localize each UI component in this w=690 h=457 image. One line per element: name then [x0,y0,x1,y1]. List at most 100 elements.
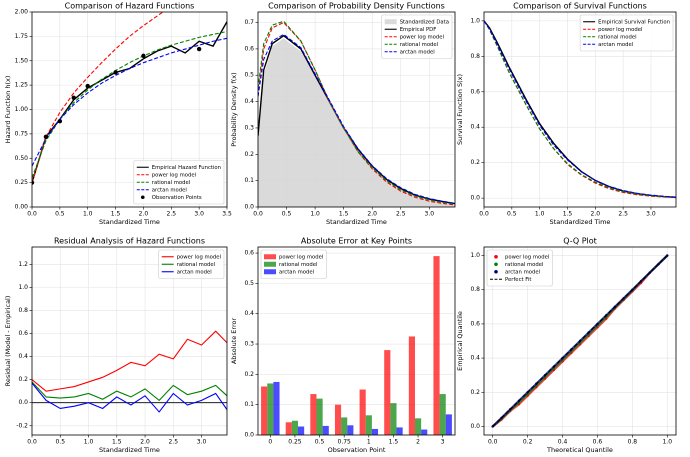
legend-swatch [494,262,498,267]
x-tick-label: 1.0 [662,439,672,446]
x-tick-label: 0.5 [507,211,517,218]
line [32,30,227,178]
bar [439,394,446,435]
y-tick-label: 0.4 [470,124,480,131]
legend-label: Standardized Data [400,19,449,25]
x-tick-label: 3.5 [222,211,232,218]
legend-box [381,14,453,59]
y-tick-label: 0.5 [244,280,254,287]
x-tick-label: 0 [268,439,272,446]
axes-frame [31,246,228,436]
y-tick-label: 2.00 [15,9,29,16]
y-tick-label: 0.3 [244,341,254,348]
axes-frame [257,246,456,436]
x-tick-label: 3.0 [425,211,435,218]
x-tick-label: 0.0 [253,211,263,218]
y-tick-label: 0.1 [244,177,254,184]
bar [347,425,354,435]
bar [414,418,422,435]
line [32,330,227,392]
bar [384,350,391,435]
y-tick-label: 1.0 [470,252,480,259]
legend-item: arctan model [264,269,314,275]
legend-item: power log model [161,254,221,260]
y-axis-label: Residual (Model - Empirical) [4,296,12,387]
legend-label: rational model [152,180,190,186]
y-tick-label: 1.00 [15,106,29,113]
x-tick-label: 3 [441,439,445,446]
y-axis-label: Hazard Function h(x) [4,76,12,144]
x-axis-label: Standardized Time [326,218,387,226]
area [258,38,455,207]
x-tick-label: 2.0 [367,211,377,218]
legend-label: rational model [279,262,317,268]
bar [408,336,415,435]
legend-label: power log model [598,27,642,33]
line [258,21,455,206]
legend-item: power log model [136,172,196,178]
y-tick-label: 0.4 [470,355,480,362]
y-tick-label: 0.2 [470,389,480,396]
panel: -0.2 0.0 0.2 0.4 0.6 0.8 1.0 1.2 0.0 0.5 1.0 1.5 2.0… [4,237,228,454]
axes-frame [483,246,677,436]
x-axis-label: Standardized Time [99,218,160,226]
legend-item: power log model [583,27,642,33]
legend-item: Empirical Survival Function [583,19,670,25]
y-tick-label: 1.50 [15,57,29,64]
bar [322,425,329,435]
y-tick-label: 0.6 [470,88,480,95]
panel: 0.0 0.1 0.2 0.3 0.4 0.5 0.6 0 0.25 0.5 0.75 1 1.5 2 3 A… [230,237,456,454]
legend-item: rational model [264,261,317,268]
legend-item: Empirical Hazard Function [136,165,221,171]
legend-box [579,14,674,52]
bar [359,389,366,435]
legend-item: Standardized Data [384,19,449,25]
legend-swatch [264,254,276,260]
x-tick-label: 0.4 [558,439,568,446]
legend-item: arctan model [161,269,212,275]
y-tick-label: 0.6 [244,45,254,52]
legend-item: rational model [161,262,215,268]
y-axis-label: Survival Function S(x) [456,74,464,145]
legend-label: arctan model [152,187,187,193]
line [258,33,455,204]
plot-area [32,12,227,185]
bar [291,420,299,435]
chart-title: Comparison of Hazard Functions [65,2,195,11]
legend-label: Perfect Fit [505,277,531,283]
legend-swatch [264,269,276,275]
bar [433,256,440,435]
point [71,95,76,101]
legend-label: arctan model [279,269,314,275]
legend-item: Observation Points [140,195,202,201]
y-tick-label: -0.2 [16,422,28,429]
y-tick-label: 0.7 [244,19,254,26]
x-tick-label: 2.0 [591,211,601,218]
axes-frame [31,11,228,208]
y-tick-label: 0.25 [15,179,29,186]
legend-label: arctan model [177,269,212,275]
line [258,20,455,205]
x-tick-label: 2.5 [618,211,628,218]
x-tick-label: 0.6 [593,439,603,446]
x-axis-label: Theoretical Quantile [546,446,613,454]
legend-label: rational model [505,262,543,268]
legend-label: Empirical Survival Function [598,19,670,25]
x-tick-label: 3.0 [194,211,204,218]
line [492,255,668,427]
legend-item: arctan model [494,269,540,275]
y-tick-label: 0.0 [470,423,480,430]
bar [334,404,342,435]
x-tick-label: 0.5 [55,439,65,446]
y-tick-label: 0.0 [244,432,254,439]
legend-item: arctan model [583,42,633,48]
legend-item: Perfect Fit [490,277,531,283]
legend-swatch [494,254,498,259]
legend-box [486,249,553,287]
line [484,20,676,198]
x-tick-label: 2 [416,439,420,446]
x-tick-label: 2.0 [140,439,150,446]
